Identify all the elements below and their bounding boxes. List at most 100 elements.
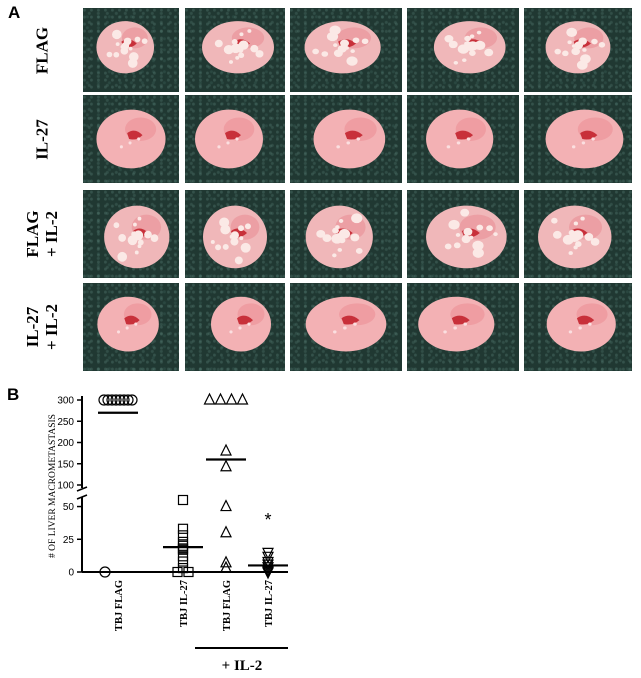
- metastasis-nodule: [444, 35, 454, 43]
- metastasis-nodule: [316, 229, 326, 238]
- small-nodule: [446, 145, 451, 149]
- metastasis-nodule: [220, 224, 231, 235]
- metastasis-nodule: [598, 42, 606, 48]
- data-point: [126, 394, 138, 406]
- metastasis-nodule: [229, 234, 234, 239]
- metastasis-nodule: [469, 34, 475, 39]
- metastasis-nodule: [584, 233, 594, 241]
- data-point: [220, 443, 232, 456]
- liver-photo: [83, 8, 179, 92]
- small-nodule: [568, 330, 573, 334]
- hilum-mark: [237, 315, 253, 325]
- metastasis-nodule: [572, 230, 584, 240]
- data-point: [118, 394, 130, 406]
- metastasis-nodule: [150, 234, 159, 243]
- metastasis-nodule: [231, 39, 238, 45]
- group-label: + IL-2: [222, 658, 263, 674]
- y-tick-label: 50: [63, 502, 75, 513]
- small-nodule: [356, 137, 361, 141]
- small-nodule: [226, 141, 230, 145]
- y-tick-label: 0: [68, 568, 74, 579]
- metastasis-nodule: [361, 38, 369, 45]
- liver-photo: [407, 95, 519, 183]
- data-point: [262, 547, 274, 560]
- metastasis-nodule: [567, 40, 572, 45]
- y-tick-label: 150: [57, 459, 74, 470]
- metastasis-nodule: [214, 39, 223, 48]
- liver-photo: [407, 283, 519, 371]
- metastasis-nodule: [137, 239, 144, 246]
- metastasis-nodule: [332, 227, 339, 234]
- liver-photo: [524, 95, 632, 183]
- metastasis-nodule: [312, 48, 319, 55]
- metastasis-nodule: [469, 50, 476, 56]
- y-tick-label: 100: [57, 481, 74, 492]
- metastasis-nodule: [350, 233, 360, 242]
- metastasis-nodule: [235, 55, 240, 60]
- metastasis-nodule: [346, 56, 358, 66]
- liver-photo: [524, 8, 632, 92]
- panel-a-label: A: [8, 3, 21, 22]
- small-nodule: [229, 330, 233, 334]
- significance-asterisk: *: [264, 510, 271, 530]
- small-nodule: [235, 137, 239, 141]
- metastasis-nodule: [453, 60, 459, 65]
- metastasis-nodule: [580, 216, 585, 221]
- metastasis-nodule: [460, 208, 470, 217]
- metastasis-nodule: [554, 48, 561, 55]
- small-nodule: [134, 322, 138, 326]
- metastasis-nodule: [576, 60, 588, 70]
- metastasis-nodule: [247, 29, 252, 33]
- liver-photo: [83, 190, 179, 278]
- metastasis-nodule: [352, 37, 360, 44]
- data-point: [220, 459, 232, 472]
- data-point: [122, 394, 134, 406]
- metastasis-nodule: [210, 239, 215, 244]
- y-tick-label: 300: [57, 396, 74, 407]
- data-point: [225, 392, 238, 405]
- y-axis-label: # OF LIVER MACROMETASTASIS: [48, 414, 58, 558]
- data-point: [177, 523, 189, 534]
- data-point: [236, 392, 249, 405]
- liver-photo: [407, 8, 519, 92]
- small-nodule: [353, 322, 357, 326]
- small-nodule: [346, 141, 351, 145]
- metastasis-nodule: [144, 230, 152, 239]
- metastasis-nodule: [238, 225, 245, 232]
- data-point: [177, 556, 189, 567]
- data-point: [262, 567, 274, 580]
- data-point: [220, 499, 232, 512]
- metastasis-nodule: [590, 237, 600, 246]
- data-point: [177, 494, 189, 506]
- small-nodule: [443, 330, 447, 334]
- metastasis-nodule: [322, 234, 332, 243]
- y-tick-label: 25: [63, 535, 75, 546]
- metastasis-nodule: [350, 49, 355, 54]
- liver-photo: [185, 95, 285, 183]
- metastasis-nodule: [566, 27, 578, 38]
- liver-photo: [290, 283, 402, 371]
- metastasis-nodule: [463, 227, 473, 236]
- metastasis-nodule: [332, 253, 337, 258]
- small-nodule: [591, 137, 595, 141]
- row-label-2: IL-27: [33, 95, 52, 183]
- liver-photo: [185, 190, 285, 278]
- small-nodule: [137, 137, 141, 141]
- data-point: [102, 394, 114, 406]
- metastasis-nodule: [240, 242, 251, 253]
- liver-photo: [290, 190, 402, 278]
- metastasis-nodule: [223, 44, 234, 55]
- metastasis-nodule: [255, 50, 264, 58]
- metastasis-nodule: [461, 235, 471, 244]
- hilum-mark: [455, 130, 474, 140]
- metastasis-nodule: [228, 60, 233, 64]
- metastasis-nodule: [351, 213, 363, 224]
- metastasis-nodule: [321, 51, 329, 57]
- metastasis-nodule: [115, 42, 120, 47]
- metastasis-nodule: [464, 35, 471, 42]
- metastasis-nodule: [112, 29, 122, 40]
- hilum-mark: [127, 130, 143, 140]
- small-nodule: [456, 141, 461, 145]
- small-nodule: [333, 330, 337, 334]
- metastasis-nodule: [444, 243, 452, 250]
